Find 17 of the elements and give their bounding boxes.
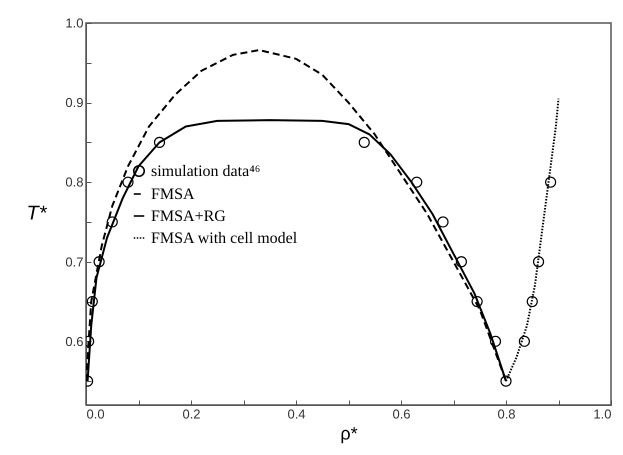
x-tick-label: 0.6 <box>392 406 411 422</box>
x-tick-label: 0.4 <box>287 406 306 422</box>
legend-label: FMSA <box>151 186 196 203</box>
y-tick-label: 1.0 <box>65 16 84 30</box>
y-axis-title: T* <box>26 202 48 224</box>
x-tick-label: 0.8 <box>497 406 516 422</box>
legend-label: simulation data⁴⁶ <box>151 163 260 180</box>
legend-label: FMSA+RG <box>151 208 226 225</box>
y-tick-label: 0.6 <box>65 334 84 349</box>
y-tick-label: 0.8 <box>65 174 84 190</box>
x-axis-title: ρ* <box>340 424 358 444</box>
x-tick-label: 1.0 <box>593 406 612 422</box>
x-tick-label: 0.0 <box>86 406 105 422</box>
y-tick-label: 0.9 <box>65 95 84 110</box>
x-tick-label: 0.2 <box>182 406 201 422</box>
legend-label: FMSA with cell model <box>151 230 298 247</box>
y-tick-label: 0.7 <box>65 254 84 270</box>
